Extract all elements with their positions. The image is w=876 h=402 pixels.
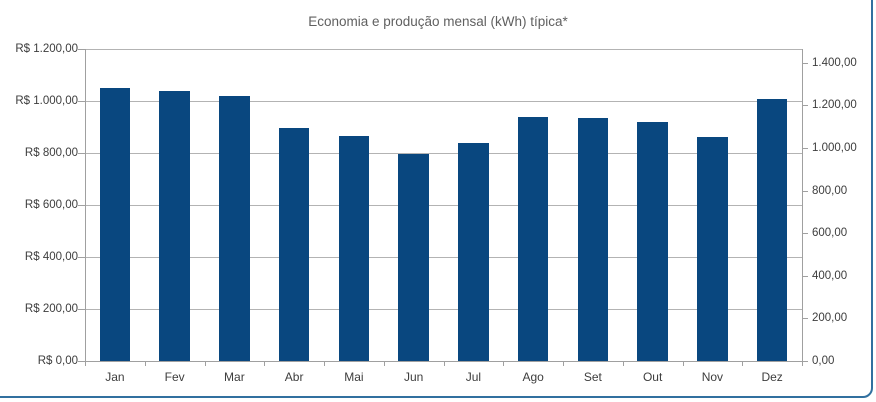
plot-area: R$ 0,00 R$ 200,00 R$ 400,00 R$ 600,00 R$ 800… [15,43,856,384]
x-axis-label-abr: Abr [284,369,304,384]
bar-jul [458,143,489,361]
x-axis-tick [85,361,86,366]
left-axis-tick-label: R$ 200,00 [24,302,78,315]
x-axis-tick [264,361,266,366]
bar-mar [219,95,250,361]
x-axis-tick [742,361,744,366]
right-axis-tick [802,105,808,107]
bar-jan [99,88,131,361]
right-axis-tick-label: 200,00 [812,312,848,325]
right-axis-tick-label: 0,00 [812,355,835,367]
left-axis-tick [78,308,85,310]
x-axis-tick [324,361,325,366]
gridline [85,308,802,310]
x-axis-label-set: Set [583,369,602,384]
x-axis-tick [802,361,803,366]
bar-set [577,118,609,361]
x-axis-tick [682,361,684,366]
x-axis-label-mar: Mar [224,369,245,384]
left-axis-tick [78,48,85,50]
bar-nov [697,136,728,361]
right-axis-tick [802,190,808,192]
gridline [85,100,802,102]
x-axis-label-nov: Nov [701,369,724,384]
right-axis-tick [802,275,808,277]
gridline [85,48,802,50]
gridline [85,152,802,154]
left-axis-tick [78,100,85,102]
x-axis-tick [204,361,206,366]
x-axis-tick [622,361,624,366]
right-axis-tick-label: 600,00 [812,227,848,240]
x-axis-label-fev: Fev [164,369,185,384]
left-axis-tick [78,152,85,154]
x-axis-label-out: Out [642,369,663,384]
bar-mai [338,136,370,361]
right-axis-tick [802,318,808,320]
left-axis-tick-label: R$ 600,00 [24,198,78,211]
x-axis-tick [443,361,445,366]
right-axis-tick-label: 1.200,00 [812,99,857,112]
x-axis-label-jan: Jan [105,369,125,384]
left-axis-tick [78,204,85,206]
chart-title: Economia e produção mensal (kWh) típica* [308,14,568,29]
x-axis-line [85,361,803,362]
bar-dez [756,99,788,361]
y-axis-line-left [85,48,86,361]
left-axis-tick [78,256,85,258]
bar-fev [159,91,190,361]
right-axis-tick-label: 1.000,00 [812,141,857,154]
x-axis-label-mai: Mai [344,369,364,384]
x-axis-tick [563,361,564,366]
right-axis-tick-label: 800,00 [812,184,848,197]
left-axis-tick-label: R$ 1.200,00 [15,42,78,55]
right-axis-tick [802,361,808,362]
x-axis-tick [503,361,505,366]
x-axis-label-dez: Dez [761,369,783,384]
left-axis-tick-label: R$ 1.000,00 [15,94,78,107]
right-axis-tick [802,233,808,235]
gridline [85,204,802,206]
left-axis-tick-label: R$ 400,00 [24,250,78,263]
x-axis-tick [144,361,146,366]
bar-jun [398,154,429,361]
x-axis-tick [383,361,385,366]
bar-ago [517,116,549,361]
gridline [85,256,802,258]
x-axis-label-ago: Ago [522,369,544,384]
y-axis-line-right [802,48,803,361]
x-axis-label-jul: Jul [465,369,482,384]
right-axis-tick [802,147,808,149]
x-axis-label-jun: Jun [403,369,424,384]
right-axis-tick [802,62,808,64]
left-axis-tick [78,361,85,362]
bar-abr [278,128,310,361]
bar-out [637,121,668,361]
left-axis-tick-label: R$ 800,00 [24,146,78,159]
right-axis-tick-label: 400,00 [812,269,848,282]
left-axis-tick-label: R$ 0,00 [37,355,78,367]
right-axis-tick-label: 1.400,00 [812,56,857,69]
